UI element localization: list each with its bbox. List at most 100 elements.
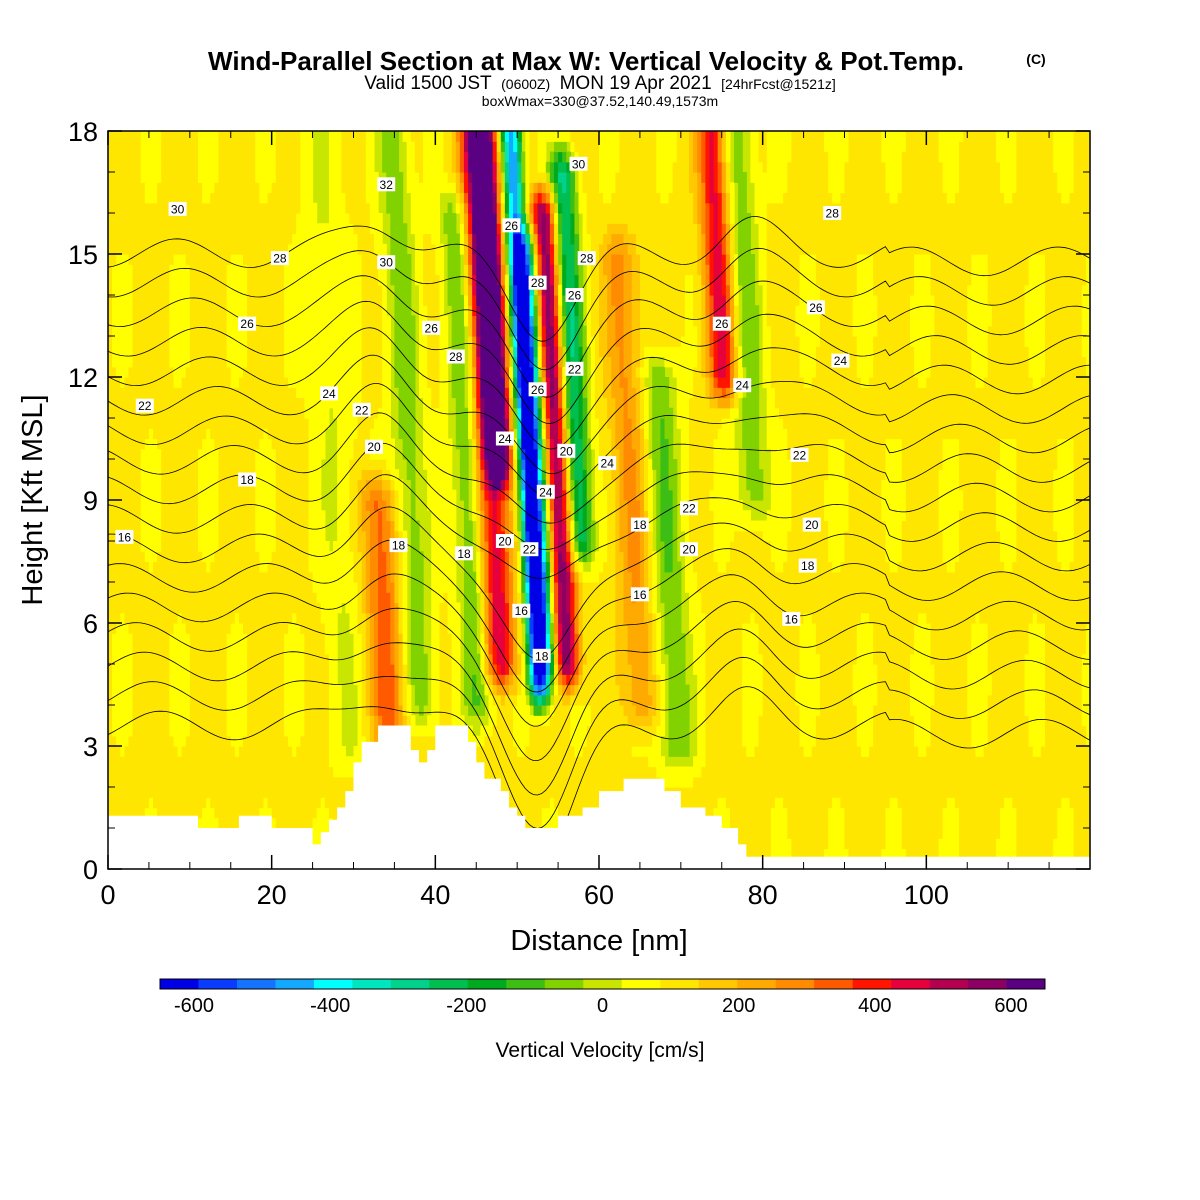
field-cell bbox=[488, 756, 494, 768]
field-cell bbox=[328, 766, 334, 778]
field-cell bbox=[869, 694, 874, 706]
field-cell bbox=[909, 797, 915, 809]
field-cell bbox=[292, 776, 297, 788]
field-cell bbox=[680, 715, 686, 727]
field-cell bbox=[889, 848, 895, 860]
field-cell bbox=[779, 848, 784, 860]
field-cell bbox=[922, 838, 927, 850]
field-cell bbox=[136, 756, 142, 768]
field-cell bbox=[288, 684, 293, 696]
field-cell bbox=[971, 807, 977, 819]
field-cell bbox=[517, 694, 522, 706]
field-cell bbox=[799, 746, 805, 757]
field-cell bbox=[840, 664, 846, 675]
field-cell bbox=[750, 746, 756, 757]
field-cell bbox=[975, 684, 981, 696]
field-cell bbox=[848, 725, 854, 737]
field-cell bbox=[300, 674, 305, 686]
field-cell bbox=[811, 797, 817, 809]
field-cell bbox=[312, 725, 318, 737]
field-cell bbox=[999, 797, 1005, 809]
field-cell bbox=[619, 776, 625, 788]
field-cell bbox=[472, 684, 477, 696]
field-cell bbox=[697, 797, 702, 809]
field-cell bbox=[361, 674, 367, 686]
field-cell bbox=[901, 664, 907, 675]
field-cell bbox=[234, 705, 240, 716]
field-cell bbox=[991, 746, 997, 757]
field-cell bbox=[210, 684, 215, 696]
field-cell bbox=[153, 664, 158, 675]
field-cell bbox=[926, 735, 932, 747]
field-cell bbox=[222, 787, 228, 798]
field-cell bbox=[124, 787, 130, 798]
field-cell bbox=[120, 664, 125, 675]
field-cell bbox=[226, 756, 232, 768]
field-cell bbox=[897, 705, 903, 716]
field-cell bbox=[357, 664, 363, 675]
field-cell bbox=[529, 787, 535, 798]
field-cell bbox=[394, 684, 400, 696]
field-cell bbox=[1044, 776, 1050, 788]
field-cell bbox=[824, 766, 829, 778]
field-cell bbox=[746, 705, 751, 716]
field-cell bbox=[574, 735, 580, 747]
field-cell bbox=[193, 797, 199, 809]
field-cell bbox=[1040, 797, 1046, 809]
field-cell bbox=[292, 705, 297, 716]
field-cell bbox=[791, 756, 796, 768]
field-cell bbox=[574, 746, 580, 757]
field-cell bbox=[116, 746, 121, 757]
field-cell bbox=[922, 828, 927, 839]
field-cell bbox=[954, 746, 960, 757]
field-cell bbox=[513, 705, 518, 716]
field-cell bbox=[189, 787, 195, 798]
field-cell bbox=[971, 674, 977, 686]
field-cell bbox=[230, 725, 236, 737]
field-cell bbox=[173, 694, 179, 706]
field-cell bbox=[153, 715, 158, 727]
field-cell bbox=[864, 694, 870, 706]
field-cell bbox=[1085, 828, 1090, 839]
field-cell bbox=[942, 725, 948, 737]
field-cell bbox=[251, 664, 256, 675]
field-cell bbox=[136, 643, 142, 655]
field-cell bbox=[263, 725, 269, 737]
field-cell bbox=[950, 817, 956, 829]
field-cell bbox=[570, 674, 576, 686]
field-cell bbox=[603, 725, 608, 737]
field-cell bbox=[337, 776, 342, 788]
field-cell bbox=[754, 674, 760, 686]
field-cell bbox=[153, 684, 158, 696]
field-cell bbox=[140, 797, 146, 809]
field-cell bbox=[484, 674, 490, 686]
field-cell bbox=[824, 725, 829, 737]
field-cell bbox=[738, 776, 743, 788]
field-cell bbox=[484, 766, 490, 778]
field-cell bbox=[549, 807, 555, 819]
field-cell bbox=[144, 694, 150, 706]
field-cell bbox=[451, 715, 457, 727]
field-cell bbox=[795, 674, 801, 686]
field-cell bbox=[599, 735, 604, 747]
field-cell bbox=[349, 756, 355, 768]
field-cell bbox=[558, 776, 563, 788]
field-cell bbox=[885, 807, 891, 819]
field-cell bbox=[165, 776, 170, 788]
field-cell bbox=[541, 694, 547, 706]
field-cell bbox=[676, 766, 682, 778]
field-cell bbox=[799, 715, 805, 727]
field-cell bbox=[754, 828, 760, 839]
field-cell bbox=[971, 797, 977, 809]
field-cell bbox=[521, 674, 526, 686]
field-cell bbox=[897, 725, 903, 737]
field-cell bbox=[1061, 807, 1067, 819]
field-cell bbox=[852, 684, 858, 696]
field-cell bbox=[488, 766, 494, 778]
field-cell bbox=[909, 653, 915, 665]
field-cell bbox=[590, 653, 596, 665]
field-cell bbox=[926, 766, 932, 778]
field-cell bbox=[144, 664, 150, 675]
field-cell bbox=[500, 653, 506, 665]
field-cell bbox=[173, 643, 179, 655]
